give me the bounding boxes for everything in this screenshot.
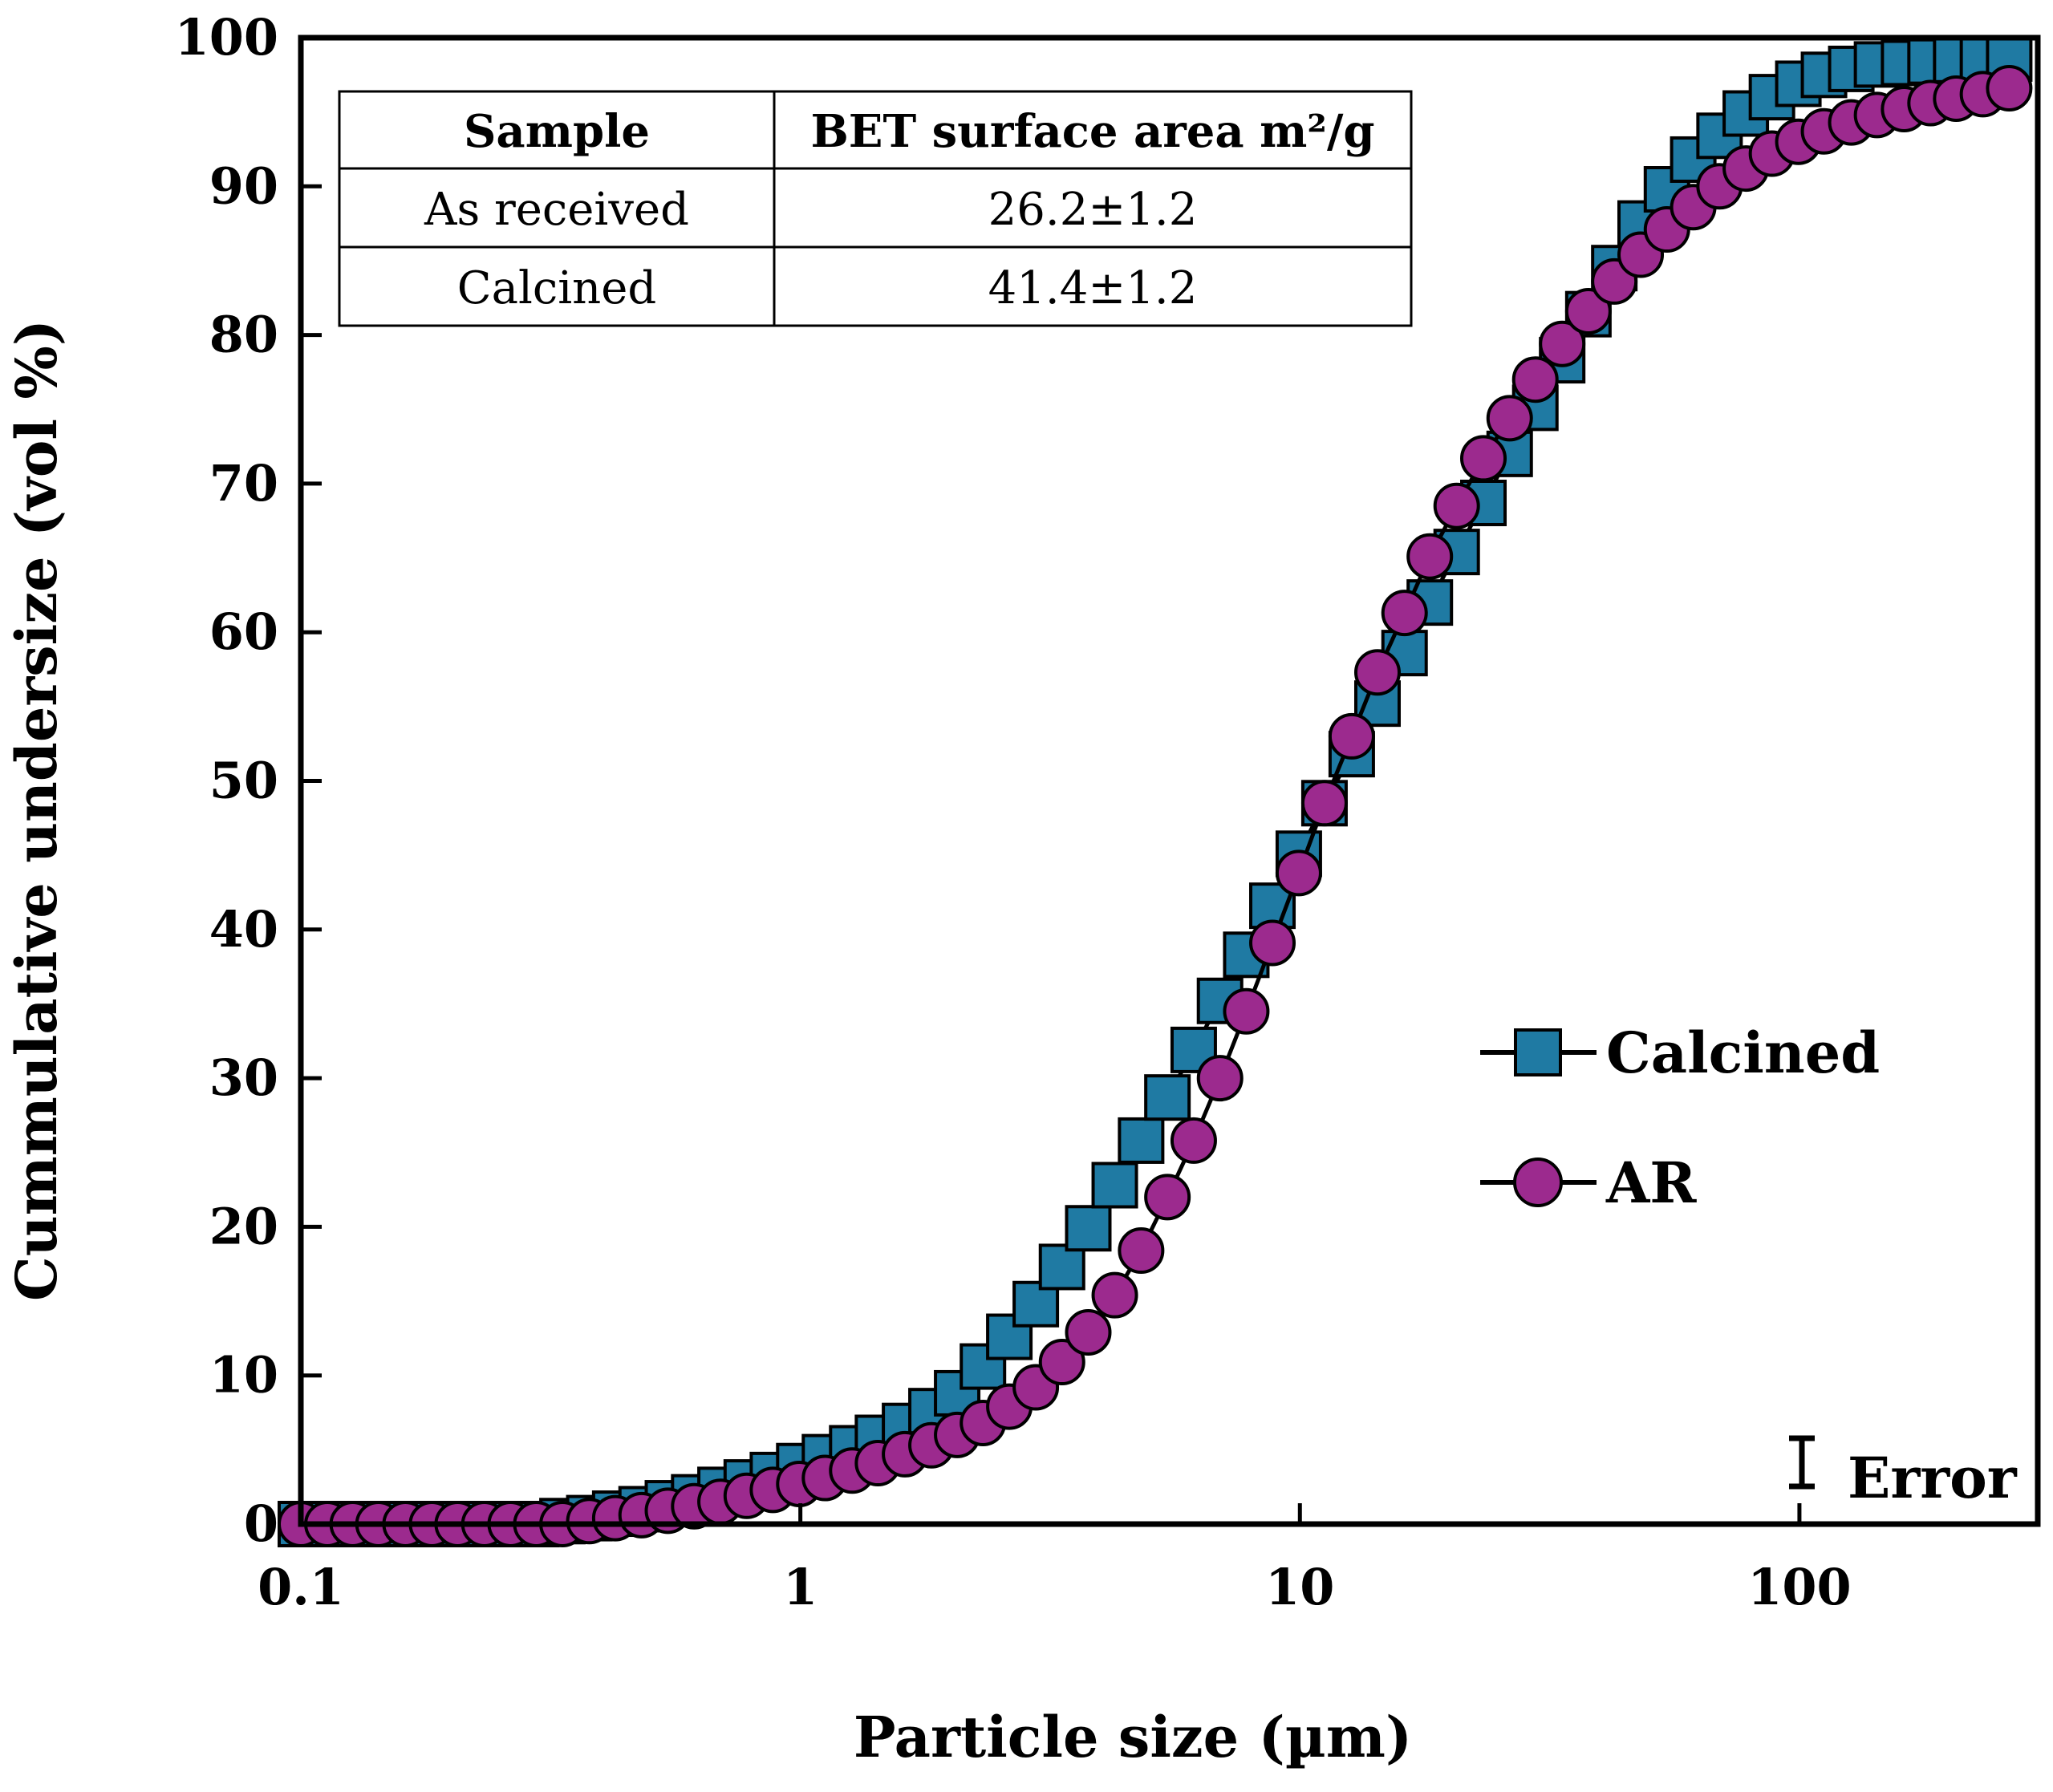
data-point-ar xyxy=(1065,1308,1112,1356)
data-point-ar xyxy=(1381,590,1428,637)
table-cell-sample-row2: Calcined xyxy=(457,262,656,314)
x-tick-label: 0.1 xyxy=(258,1558,344,1616)
data-point-ar xyxy=(1300,780,1348,827)
table-header-sample: Sample xyxy=(464,105,650,158)
data-point-ar xyxy=(1433,482,1480,529)
legend-circle-marker xyxy=(1513,1158,1563,1207)
table-cell-sample-row1: As received xyxy=(424,184,689,236)
data-point-ar xyxy=(1328,712,1375,760)
data-point-calcined xyxy=(1038,1243,1085,1291)
legend-label-ar: AR xyxy=(1605,1149,1697,1216)
data-point-ar xyxy=(1170,1117,1217,1164)
y-tick-label: 80 xyxy=(209,306,278,364)
data-point-ar xyxy=(1249,919,1296,967)
y-axis-title: Cummulative undersize (vol %) xyxy=(3,319,70,1301)
data-point-calcined xyxy=(1091,1162,1138,1209)
data-point-ar xyxy=(1354,649,1402,696)
data-point-calcined xyxy=(1144,1074,1191,1121)
y-tick-label: 20 xyxy=(209,1197,278,1255)
data-point-ar xyxy=(1144,1174,1191,1221)
table-header-bet: BET surface area m²/g xyxy=(810,105,1374,158)
data-point-ar xyxy=(1539,320,1586,367)
data-point-calcined xyxy=(1065,1205,1112,1252)
data-point-ar xyxy=(1460,435,1507,482)
inset-table: Sample BET surface area m²/g As received… xyxy=(338,90,1413,327)
plot-frame xyxy=(298,34,2041,1527)
error-annotation: Error xyxy=(1789,1435,2018,1511)
data-point-ar xyxy=(1486,395,1533,442)
data-point-ar xyxy=(1564,287,1612,334)
data-point-ar xyxy=(1406,533,1454,580)
y-tick-label: 30 xyxy=(209,1048,278,1107)
data-point-ar xyxy=(1038,1339,1085,1386)
series-ar xyxy=(278,65,2033,1547)
y-tick-label: 100 xyxy=(175,8,278,67)
data-point-ar xyxy=(1196,1055,1244,1102)
error-label: Error xyxy=(1848,1445,2018,1511)
data-point-ar xyxy=(1091,1271,1138,1319)
data-point-calcined xyxy=(1118,1117,1165,1164)
legend: Calcined AR xyxy=(1480,1020,1880,1216)
x-tick-label: 100 xyxy=(1747,1558,1851,1616)
y-tick-label: 70 xyxy=(209,454,278,513)
x-tick-label: 10 xyxy=(1265,1558,1334,1616)
y-tick-label: 40 xyxy=(209,900,278,959)
chart-marks xyxy=(278,34,2033,1547)
legend-label-calcined: Calcined xyxy=(1606,1020,1880,1086)
table-cell-bet-row2: 41.4±1.2 xyxy=(988,262,1198,314)
table-cell-bet-row1: 26.2±1.2 xyxy=(988,184,1198,236)
y-tick-label: 60 xyxy=(209,602,278,661)
x-axis-title: Particle size (µm) xyxy=(854,1704,1412,1770)
legend-item-calcined: Calcined xyxy=(1480,1020,1880,1086)
legend-item-ar: AR xyxy=(1480,1149,1697,1216)
data-point-ar xyxy=(1223,987,1270,1035)
data-point-ar xyxy=(1986,65,2033,112)
y-tick-label: 0 xyxy=(244,1494,278,1553)
y-tick-label: 90 xyxy=(209,156,278,215)
x-tick-label: 1 xyxy=(783,1558,818,1616)
error-bar-icon xyxy=(1789,1435,1815,1490)
y-tick-label: 10 xyxy=(209,1346,278,1405)
data-point-ar xyxy=(1275,849,1322,897)
data-point-ar xyxy=(1118,1227,1165,1275)
chart-ticks: 0 10 20 30 40 50 60 70 80 90 100 0.1 1 10 100 xyxy=(175,8,1852,1616)
legend-square-marker xyxy=(1514,1028,1562,1076)
data-point-ar xyxy=(1511,356,1559,403)
y-tick-label: 50 xyxy=(209,752,278,810)
